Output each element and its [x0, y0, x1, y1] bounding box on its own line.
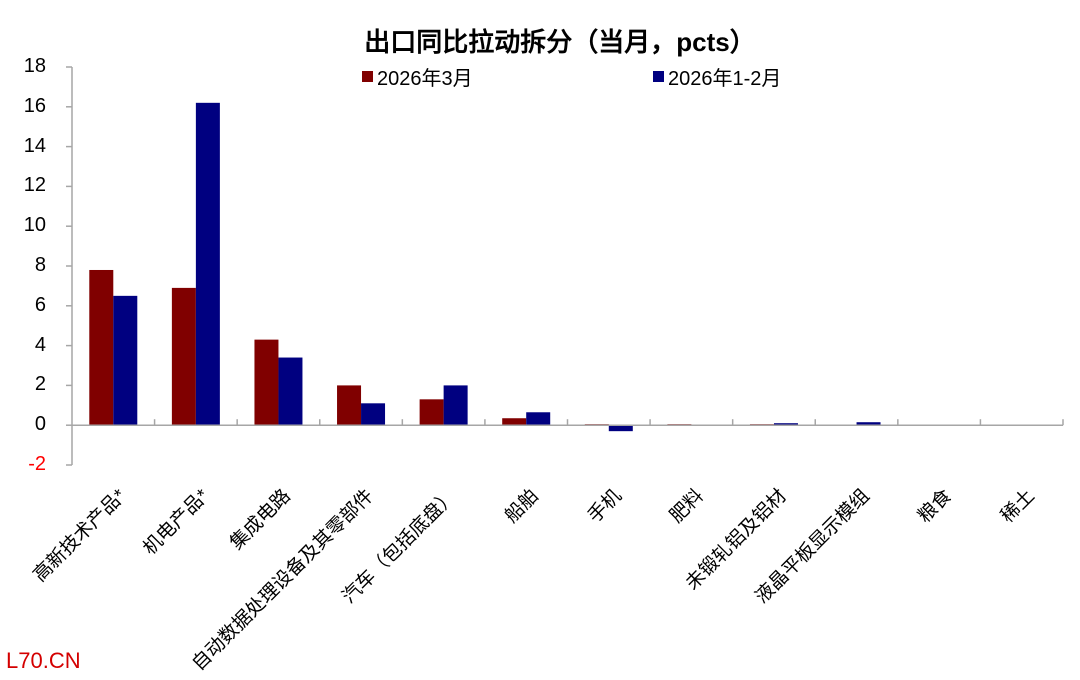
y-tick-label: 12 — [23, 174, 46, 197]
y-tick-label: 18 — [23, 55, 46, 77]
legend-swatch-jan-feb — [653, 71, 664, 82]
legend-label-march: 2026年3月 — [377, 68, 473, 90]
y-tick-label: 4 — [34, 333, 46, 356]
bar — [278, 357, 303, 426]
bar — [419, 399, 444, 426]
bar — [254, 339, 279, 426]
bar — [113, 295, 138, 426]
y-tick-label: 2 — [34, 373, 46, 396]
bar — [526, 412, 551, 426]
chart-title: 出口同比拉动拆分（当月，pcts） — [364, 27, 756, 57]
bar — [773, 423, 798, 426]
y-tick-label: 6 — [34, 293, 46, 316]
bar — [195, 102, 220, 426]
legend-item-march: 2026年3月 — [362, 62, 473, 91]
watermark: L70.CN — [6, 648, 81, 673]
y-tick-label: 10 — [23, 214, 46, 237]
bar — [608, 425, 633, 432]
y-tick-label: 14 — [23, 134, 46, 157]
legend-swatch-march — [362, 71, 373, 82]
bar — [361, 403, 386, 426]
bar — [856, 422, 881, 426]
bar — [171, 287, 196, 426]
legend-item-jan-feb: 2026年1-2月 — [653, 62, 781, 91]
y-tick-label: 0 — [34, 413, 46, 436]
legend-label-jan-feb: 2026年1-2月 — [668, 68, 782, 90]
bar — [89, 269, 114, 426]
y-tick-label: 8 — [34, 254, 46, 276]
bar — [443, 385, 468, 426]
y-tick-label: 16 — [23, 94, 46, 117]
bar — [337, 385, 362, 426]
bar — [502, 418, 527, 426]
y-tick-label: -2 — [28, 453, 46, 475]
